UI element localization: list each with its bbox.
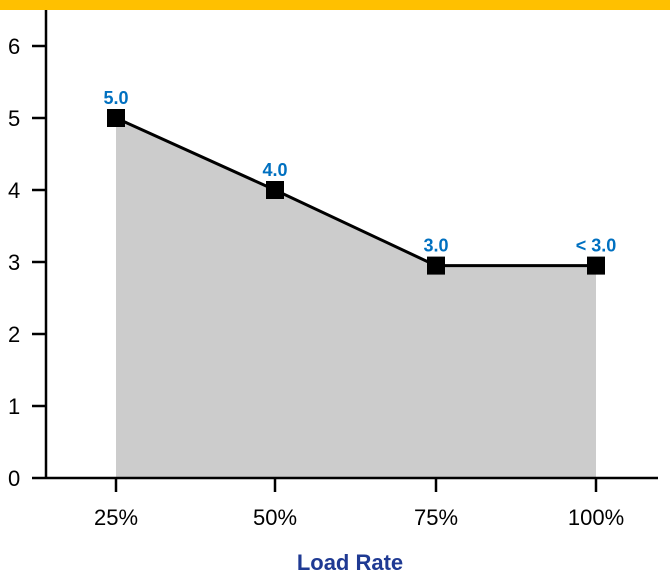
data-point-marker xyxy=(107,109,125,127)
data-label: 4.0 xyxy=(262,160,287,180)
top-band xyxy=(0,0,670,10)
y-ticks: 0 1 2 3 4 5 6 xyxy=(8,34,46,491)
data-label: 3.0 xyxy=(423,236,448,256)
y-tick-label: 3 xyxy=(8,250,20,275)
data-point-marker xyxy=(266,181,284,199)
x-tick-label: 50% xyxy=(253,505,297,530)
data-point-marker xyxy=(587,257,605,275)
x-tick-label: 100% xyxy=(568,505,624,530)
y-tick-label: 1 xyxy=(8,394,20,419)
y-tick-label: 5 xyxy=(8,106,20,131)
y-tick-label: 6 xyxy=(8,34,20,59)
data-label: < 3.0 xyxy=(576,236,617,256)
area-fill xyxy=(116,118,596,478)
x-tick-label: 25% xyxy=(94,505,138,530)
x-tick-label: 75% xyxy=(414,505,458,530)
data-label: 5.0 xyxy=(103,88,128,108)
x-axis-title: Load Rate xyxy=(297,550,403,575)
data-point-marker xyxy=(427,257,445,275)
x-ticks: 25% 50% 75% 100% xyxy=(94,478,624,530)
y-tick-label: 4 xyxy=(8,178,20,203)
y-tick-label: 2 xyxy=(8,322,20,347)
y-tick-label: 0 xyxy=(8,466,20,491)
